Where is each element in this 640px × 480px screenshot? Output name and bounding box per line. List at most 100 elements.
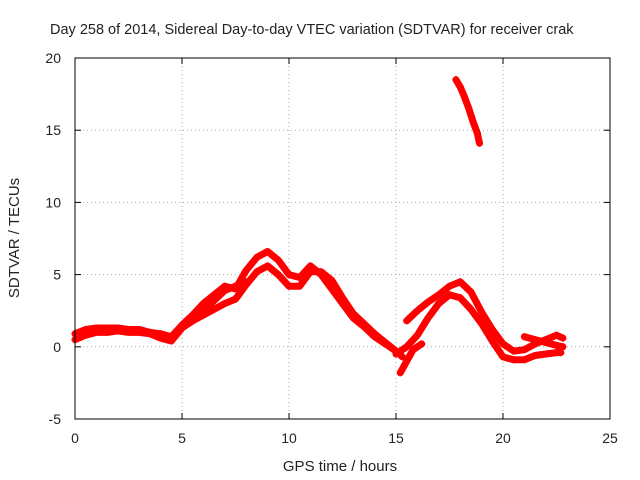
data-point xyxy=(467,288,475,296)
series-track-h xyxy=(452,76,483,147)
data-point xyxy=(499,340,507,348)
data-point xyxy=(360,323,368,331)
data-point xyxy=(403,317,411,325)
data-point xyxy=(392,350,400,358)
data-point xyxy=(473,129,481,137)
data-point xyxy=(557,349,565,357)
x-tick-label: 5 xyxy=(178,430,186,446)
data-point xyxy=(189,317,197,325)
data-point xyxy=(157,330,165,338)
data-point xyxy=(413,331,421,339)
data-point xyxy=(274,256,282,264)
data-point xyxy=(264,262,272,270)
data-point xyxy=(403,357,411,365)
data-point xyxy=(475,139,483,147)
data-point xyxy=(285,271,293,279)
series-track-d xyxy=(392,291,565,364)
data-point xyxy=(559,334,567,342)
data-point xyxy=(285,282,293,290)
data-point xyxy=(221,286,229,294)
data-point xyxy=(253,253,261,261)
data-point xyxy=(210,305,218,313)
data-point xyxy=(478,308,486,316)
data-point xyxy=(469,118,477,126)
series-track-c xyxy=(189,278,250,325)
y-tick-label: 15 xyxy=(45,122,61,138)
data-point xyxy=(92,324,100,332)
data-point xyxy=(510,356,518,364)
data-point xyxy=(328,285,336,293)
data-point xyxy=(553,341,560,349)
data-point xyxy=(221,299,229,307)
data-point xyxy=(446,282,453,290)
data-point xyxy=(135,325,143,333)
data-point xyxy=(520,356,528,364)
data-point xyxy=(520,333,528,341)
data-point xyxy=(296,282,304,290)
data-point xyxy=(435,291,443,299)
data-point xyxy=(435,299,443,307)
data-point xyxy=(178,321,186,329)
data-point xyxy=(456,83,464,91)
x-tick-label: 0 xyxy=(71,430,79,446)
series-track-g xyxy=(520,333,567,351)
chart-title: Day 258 of 2014, Sidereal Day-to-day VTE… xyxy=(50,22,574,38)
x-tick-label: 10 xyxy=(281,430,297,446)
data-point xyxy=(199,307,207,315)
data-point xyxy=(467,305,475,313)
axis-ticks: 0 5 10 15 20 25 -5 0 5 10 15 20 xyxy=(45,50,618,446)
data-point xyxy=(456,278,464,286)
x-axis-label: GPS time / hours xyxy=(283,458,397,475)
data-point xyxy=(146,328,154,336)
data-point xyxy=(531,351,539,359)
data-point xyxy=(114,324,122,332)
data-point xyxy=(465,105,473,113)
y-tick-label: 20 xyxy=(45,50,61,66)
data-point xyxy=(317,271,325,279)
y-tick-label: -5 xyxy=(49,411,62,427)
data-point xyxy=(306,262,314,270)
data-point xyxy=(452,76,460,84)
data-point xyxy=(478,320,486,328)
series-band xyxy=(396,340,426,377)
data-point xyxy=(253,268,261,276)
data-point xyxy=(381,340,389,348)
data-point xyxy=(424,314,432,322)
data-point xyxy=(274,271,282,279)
data-point xyxy=(398,353,406,361)
x-tick-label: 15 xyxy=(388,430,404,446)
data-point xyxy=(418,340,426,348)
plot-frame xyxy=(74,57,611,420)
data-point xyxy=(446,291,453,299)
y-tick-label: 0 xyxy=(53,339,61,355)
data-point xyxy=(542,338,550,346)
data-point xyxy=(520,346,528,354)
data-point xyxy=(559,343,567,351)
data-point xyxy=(409,346,417,354)
data-point xyxy=(339,299,346,307)
data-point xyxy=(264,247,272,255)
data-point xyxy=(488,337,496,345)
y-tick-label: 5 xyxy=(53,267,61,283)
data-point xyxy=(167,333,175,341)
data-point xyxy=(199,299,207,307)
y-tick-label: 10 xyxy=(45,194,61,210)
x-tick-label: 20 xyxy=(495,430,511,446)
data-point xyxy=(553,331,560,339)
data-point xyxy=(371,333,379,341)
data-point xyxy=(531,336,539,344)
data-point xyxy=(82,325,90,333)
data-point xyxy=(413,307,421,315)
data-point xyxy=(499,353,507,361)
data-point xyxy=(396,369,404,377)
series-track-f xyxy=(396,340,426,377)
data-point xyxy=(242,278,250,286)
data-point xyxy=(510,347,518,355)
x-tick-label: 25 xyxy=(602,430,618,446)
data-point xyxy=(125,325,132,333)
data-point xyxy=(403,343,411,351)
data-point xyxy=(103,324,111,332)
data-point xyxy=(542,350,550,358)
data-point xyxy=(232,282,239,290)
